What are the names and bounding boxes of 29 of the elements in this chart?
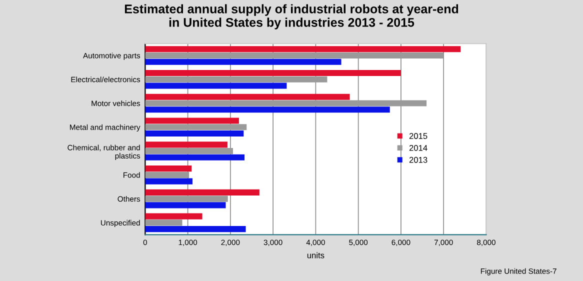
legend-label: 2013 [409,156,428,163]
bar [145,166,192,172]
bar [145,106,390,113]
legend-label: 2014 [409,144,428,151]
bar [145,226,246,232]
bar [145,82,287,89]
chart-title: Estimated annual supply of industrial robots at year-end in United States by industries 2013 - 2015 [124,4,458,30]
bar [145,100,427,106]
bar [145,172,190,178]
bar [145,202,226,208]
bar [145,178,192,184]
bar [145,124,247,130]
bar [145,118,239,124]
bar [145,76,328,82]
bar [145,94,350,100]
bar [145,148,233,154]
bar [145,70,401,76]
bar [145,130,244,137]
bar [145,213,202,220]
x-axis-title: units [307,252,324,258]
bar [145,52,444,59]
bar [145,196,228,202]
bar [145,46,461,52]
bar [145,189,260,196]
bar [145,58,342,65]
bar [145,220,182,226]
legend-label: 2015 [409,133,428,139]
bar [145,154,244,160]
bar [145,142,228,148]
